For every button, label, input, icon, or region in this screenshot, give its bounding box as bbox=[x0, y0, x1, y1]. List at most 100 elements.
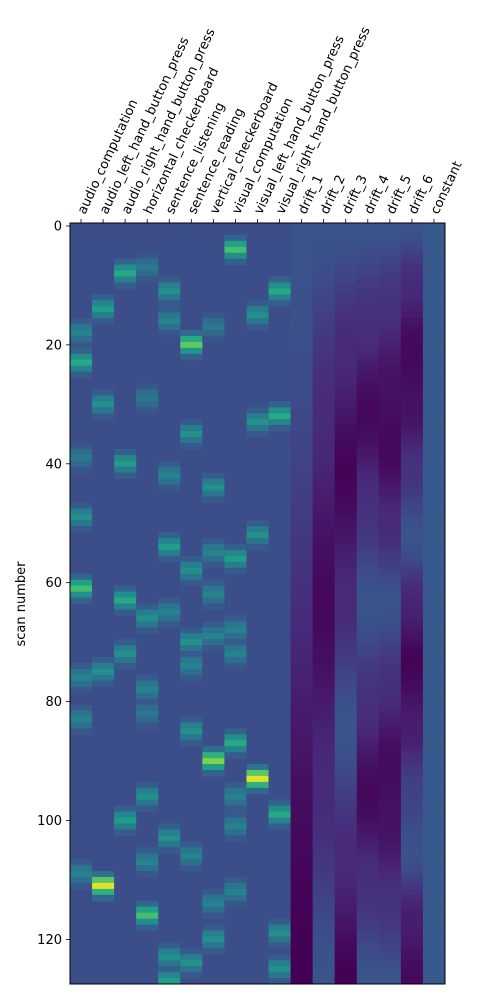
event-cell bbox=[136, 407, 159, 414]
event-cell bbox=[136, 847, 159, 854]
drift-3-cell bbox=[334, 609, 358, 616]
drift-3-cell bbox=[334, 538, 358, 545]
drift-3-cell bbox=[334, 948, 358, 955]
drift-5-cell bbox=[378, 585, 402, 593]
drift-2-cell bbox=[312, 716, 336, 724]
drift-3-cell bbox=[334, 431, 358, 438]
constant-cell bbox=[422, 419, 445, 426]
event-cell bbox=[158, 306, 181, 313]
drift-4-cell bbox=[356, 312, 380, 319]
drift-2-cell bbox=[312, 627, 336, 634]
drift-2-cell bbox=[312, 264, 336, 272]
event-cell bbox=[70, 882, 93, 890]
column-labels: audio_computationaudio_left_hand_button_… bbox=[75, 24, 465, 223]
drift-2-cell bbox=[312, 900, 336, 908]
drift-5-cell bbox=[378, 223, 402, 230]
drift-6-cell bbox=[400, 829, 424, 836]
drift-6-cell bbox=[400, 413, 424, 420]
drift-3-cell bbox=[334, 639, 358, 646]
drift-3-cell bbox=[334, 561, 358, 569]
event-cell bbox=[224, 799, 247, 807]
y-axis: 0 20 40 60 80 100 120 bbox=[37, 219, 70, 948]
event-cell bbox=[136, 609, 159, 616]
constant-cell bbox=[422, 888, 445, 896]
event-peak-cell bbox=[246, 312, 270, 319]
event-cell bbox=[268, 942, 292, 949]
event-cell bbox=[92, 657, 115, 664]
drift-1-cell bbox=[290, 223, 314, 230]
drift-5-cell bbox=[378, 460, 402, 468]
drift-5-cell bbox=[378, 853, 402, 860]
drift-2-cell bbox=[312, 603, 336, 611]
drift-5-cell bbox=[378, 514, 402, 521]
drift-3-cell bbox=[334, 871, 358, 878]
drift-2-cell bbox=[312, 234, 336, 242]
event-cell bbox=[224, 805, 247, 813]
drift-5-cell bbox=[378, 811, 402, 819]
drift-3-cell bbox=[334, 811, 358, 819]
event-peak-cell bbox=[224, 246, 247, 254]
event-cell bbox=[114, 472, 137, 480]
drift-6-cell bbox=[400, 615, 424, 622]
event-peak-cell bbox=[114, 460, 137, 468]
event-cell bbox=[246, 764, 270, 771]
drift-3-cell bbox=[334, 520, 358, 527]
event-cell bbox=[180, 437, 203, 444]
drift-5-cell bbox=[378, 258, 402, 266]
event-cell bbox=[136, 258, 159, 266]
constant-cell bbox=[422, 324, 445, 331]
event-cell bbox=[202, 912, 225, 920]
drift-2-cell bbox=[312, 508, 336, 515]
drift-1-cell bbox=[290, 954, 314, 961]
event-cell bbox=[246, 306, 270, 313]
drift-6-cell bbox=[400, 567, 424, 575]
event-cell bbox=[158, 294, 181, 301]
event-cell bbox=[114, 585, 137, 593]
drift-6-cell bbox=[400, 526, 424, 533]
drift-3-cell bbox=[334, 888, 358, 896]
event-cell bbox=[70, 662, 93, 670]
event-peak-cell bbox=[180, 639, 203, 646]
drift-6-cell bbox=[400, 437, 424, 444]
drift-4-cell bbox=[356, 591, 380, 599]
drift-5-cell bbox=[378, 561, 402, 569]
event-cell bbox=[158, 484, 181, 492]
event-cell bbox=[224, 252, 247, 260]
constant-cell bbox=[422, 585, 445, 593]
drift-5-cell bbox=[378, 651, 402, 658]
drift-6-cell bbox=[400, 377, 424, 385]
constant-cell bbox=[422, 466, 445, 474]
drift-4-cell bbox=[356, 597, 380, 605]
constant-cell bbox=[422, 912, 445, 920]
constant-cell bbox=[422, 894, 445, 902]
constant-cell bbox=[422, 520, 445, 527]
constant-cell bbox=[422, 573, 445, 581]
drift-2-cell bbox=[312, 330, 336, 337]
drift-6-cell bbox=[400, 544, 424, 551]
drift-3-cell bbox=[334, 341, 358, 349]
drift-6-cell bbox=[400, 496, 424, 504]
drift-2-cell bbox=[312, 555, 336, 563]
event-cell bbox=[224, 240, 247, 248]
drift-4-cell bbox=[356, 674, 380, 682]
event-cell bbox=[268, 972, 292, 979]
drift-1-cell bbox=[290, 978, 314, 984]
drift-2-cell bbox=[312, 579, 336, 587]
drift-1-cell bbox=[290, 645, 314, 652]
drift-6-cell bbox=[400, 228, 424, 236]
drift-4-cell bbox=[356, 639, 380, 646]
constant-cell bbox=[422, 490, 445, 498]
drift-6-cell bbox=[400, 686, 424, 694]
drift-2-cell bbox=[312, 597, 336, 605]
constant-cell bbox=[422, 288, 445, 295]
drift-2-cell bbox=[312, 526, 336, 533]
drift-2-cell bbox=[312, 912, 336, 920]
drift-6-cell bbox=[400, 561, 424, 569]
constant-cell bbox=[422, 318, 445, 325]
drift-5-cell bbox=[378, 466, 402, 474]
drift-5-cell bbox=[378, 425, 402, 432]
event-cell bbox=[70, 520, 93, 527]
event-cell bbox=[114, 829, 137, 836]
event-peak-cell bbox=[224, 888, 247, 896]
